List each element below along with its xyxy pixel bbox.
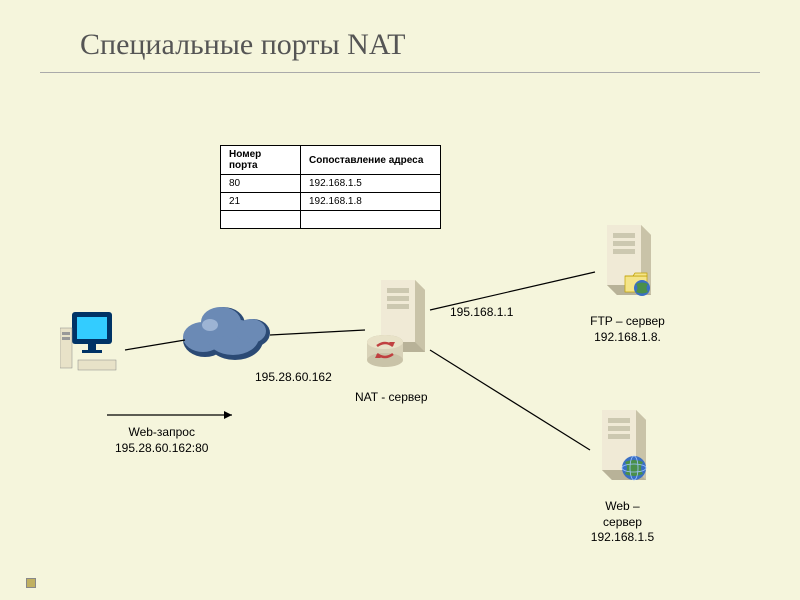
th-port: Номер порта — [221, 146, 301, 175]
web-server-icon — [588, 410, 658, 492]
page-title: Специальные порты NAT — [80, 28, 406, 62]
slide-footer-marker — [26, 578, 36, 588]
web-server: Web – сервер 192.168.1.5 — [585, 410, 660, 546]
web-label: Web – сервер 192.168.1.5 — [585, 499, 660, 546]
web-ip: 192.168.1.5 — [591, 530, 654, 544]
cell-port: 80 — [221, 175, 301, 193]
ftp-server: FTP – сервер 192.168.1.8. — [590, 225, 665, 345]
nat-server-icon — [363, 280, 438, 370]
pc-icon — [60, 310, 130, 378]
ftp-server-icon — [593, 225, 663, 307]
client-pc — [55, 310, 135, 383]
ftp-label: FTP – сервер 192.168.1.8. — [590, 314, 665, 345]
nat-server — [360, 280, 440, 375]
cell-addr — [301, 211, 441, 229]
request-addr: 195.28.60.162:80 — [115, 441, 208, 455]
nat-mapping-table: Номер порта Сопоставление адреса 80 192.… — [220, 145, 441, 229]
cell-port — [221, 211, 301, 229]
request-text: Web-запрос — [128, 425, 194, 439]
ftp-label-text: FTP – сервер — [590, 314, 665, 328]
ftp-ip: 192.168.1.8. — [594, 330, 661, 344]
table-row — [221, 211, 441, 229]
cell-port: 21 — [221, 193, 301, 211]
cell-addr: 192.168.1.8 — [301, 193, 441, 211]
nat-ip-label: 195.168.1.1 — [450, 305, 513, 321]
title-underline — [40, 72, 760, 73]
web-request-label: Web-запрос 195.28.60.162:80 — [115, 425, 208, 456]
table-row: 21 192.168.1.8 — [221, 193, 441, 211]
table-header-row: Номер порта Сопоставление адреса — [221, 146, 441, 175]
cloud-ip-label: 195.28.60.162 — [255, 370, 332, 386]
nat-label: NAT - сервер — [355, 390, 428, 406]
web-label-text: Web – сервер — [603, 499, 642, 529]
th-addr: Сопоставление адреса — [301, 146, 441, 175]
cell-addr: 192.168.1.5 — [301, 175, 441, 193]
internet-cloud — [175, 300, 275, 370]
cloud-icon — [175, 300, 275, 365]
table-row: 80 192.168.1.5 — [221, 175, 441, 193]
